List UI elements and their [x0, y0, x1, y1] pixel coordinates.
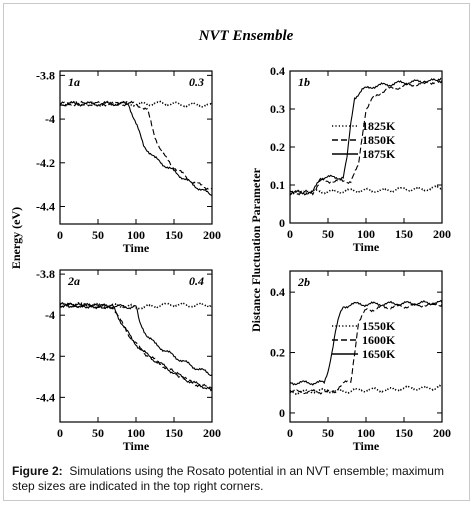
y-tick-label-1b: 0.3	[270, 102, 285, 116]
x-tick-label-2b: 50	[322, 426, 334, 440]
y-tick-label-1a: -3.8	[36, 68, 55, 82]
x-tick-label-2a: 50	[92, 426, 104, 440]
x-axis-label-2b: Time	[353, 439, 380, 453]
panel-label-1a: 1a	[68, 75, 80, 89]
x-tick-label-1a: 50	[92, 228, 104, 242]
x-tick-label-1b: 0	[287, 227, 293, 241]
series-line-1a-dashed-1	[59, 100, 213, 191]
x-axis-label-2a: Time	[123, 439, 150, 453]
series-line-2a-solid-3	[59, 302, 213, 377]
caption-label: Figure 2:	[12, 464, 63, 478]
legend-label-2b-1600K: 1600K	[362, 333, 396, 347]
panel-label-1b: 1b	[298, 75, 310, 89]
panel-label-2b: 2b	[297, 275, 310, 289]
step-size-annotation-1a: 0.3	[189, 75, 204, 89]
caption-text: Simulations using the Rosato potential i…	[12, 464, 444, 493]
y-tick-label-1b: 0.2	[270, 140, 285, 154]
step-size-annotation-2a: 0.4	[189, 274, 204, 288]
series-line-1b-1825K	[289, 185, 443, 196]
y-tick-label-1b: 0	[279, 216, 285, 230]
x-tick-label-2a: 200	[203, 426, 221, 440]
series-line-2b-1600K	[289, 301, 443, 395]
x-tick-label-1b: 150	[395, 227, 413, 241]
legend-label-2b-1650K: 1650K	[362, 347, 396, 361]
legend-label-1b-1875K: 1875K	[362, 147, 396, 161]
y-tick-label-2a: -4	[45, 308, 55, 322]
x-tick-label-1b: 50	[322, 227, 334, 241]
x-tick-label-1b: 100	[357, 227, 375, 241]
x-tick-label-2b: 200	[433, 426, 451, 440]
figure-caption: Figure 2: Simulations using the Rosato p…	[12, 464, 467, 494]
y-tick-label-2b: 0	[279, 406, 285, 420]
x-tick-label-2b: 100	[357, 426, 375, 440]
x-tick-label-2a: 100	[127, 426, 145, 440]
series-line-2b-1650K	[289, 299, 443, 386]
y-tick-label-1a: -4	[45, 112, 55, 126]
y-tick-label-2a: -4.4	[36, 390, 55, 404]
legend-label-1b-1850K: 1850K	[362, 133, 396, 147]
series-line-2a-dashed-1	[59, 302, 213, 392]
series-line-1b-1875K	[289, 78, 443, 196]
plot-frame-2a	[59, 269, 213, 423]
y-tick-label-1b: 0.4	[270, 64, 285, 78]
x-axis-label-1b: Time	[353, 240, 380, 254]
x-tick-label-1a: 200	[203, 228, 221, 242]
x-tick-label-2a: 150	[165, 426, 183, 440]
series-line-1a-dotted-0	[59, 100, 213, 109]
y-tick-label-2a: -3.8	[36, 267, 55, 281]
x-tick-label-1a: 0	[57, 228, 63, 242]
y-tick-label-1a: -4.2	[36, 156, 55, 170]
series-line-2b-1550K	[289, 384, 443, 396]
x-tick-label-1a: 150	[165, 228, 183, 242]
shared-ylabel-energy: Energy (eV)	[9, 207, 23, 269]
y-tick-label-2b: 0.2	[270, 346, 285, 360]
panel-label-2a: 2a	[67, 274, 80, 288]
legend-label-2b-1550K: 1550K	[362, 319, 396, 333]
y-tick-label-1b: 0.1	[270, 178, 285, 192]
series-line-1a-solid-2	[59, 100, 213, 197]
x-tick-label-2b: 150	[395, 426, 413, 440]
y-tick-label-2b: 0.4	[270, 285, 285, 299]
series-line-2a-solid-2	[59, 301, 213, 390]
panel-2a: 0 50 100 150 200 Time -3.8 -4 -4.2 -4.4 2a 0.4	[36, 267, 221, 453]
plot-frame-1a	[59, 70, 213, 225]
figure-title: NVT Ensemble	[198, 28, 294, 44]
x-tick-label-1a: 100	[127, 228, 145, 242]
y-tick-label-1a: -4.4	[36, 200, 55, 214]
x-tick-label-1b: 200	[433, 227, 451, 241]
panel-1a: 0 50 100 150 200 Time -3.8 -4 -4.2 -4.4 1a 0.3	[36, 68, 221, 255]
x-tick-label-2a: 0	[57, 426, 63, 440]
x-axis-label-1a: Time	[123, 241, 150, 255]
shared-ylabel-distance-fluctuation: Distance Fluctuation Parameter	[249, 167, 263, 332]
x-tick-label-2b: 0	[287, 426, 293, 440]
series-line-1b-1850K	[289, 77, 443, 196]
y-tick-label-2a: -4.2	[36, 349, 55, 363]
legend-label-1b-1825K: 1825K	[362, 119, 396, 133]
panel-1b: 0 50 100 150 200 Time 0 0.1 0.2 0.3 0.4 1b 1825K1850…	[270, 64, 451, 254]
